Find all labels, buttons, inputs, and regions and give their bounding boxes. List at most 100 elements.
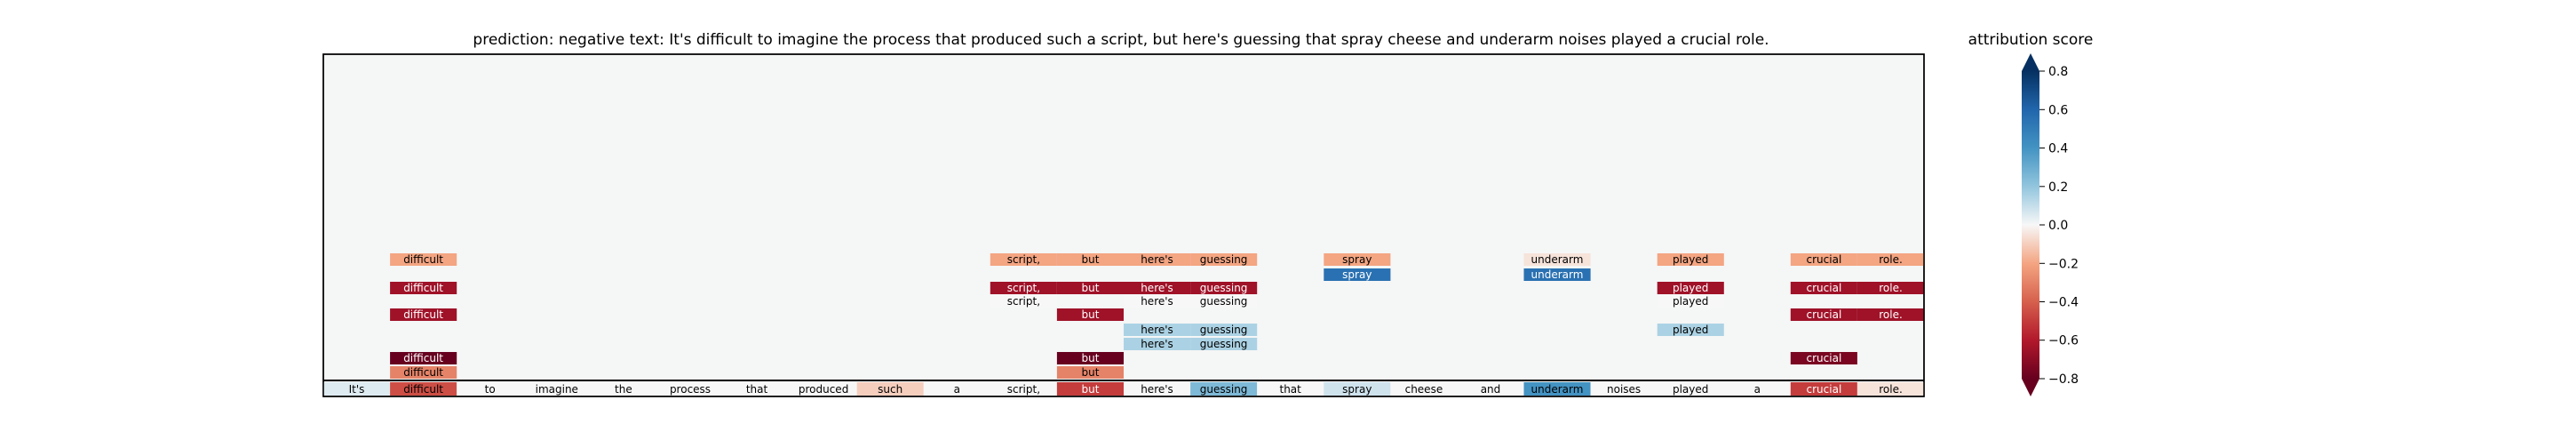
attribution-cell xyxy=(1124,324,1191,336)
attribution-cell-label: spray xyxy=(1342,268,1371,281)
token-cell xyxy=(723,382,791,396)
token-label: such xyxy=(878,383,902,396)
attribution-cell xyxy=(1523,253,1591,266)
attribution-cell-label: difficult xyxy=(403,352,443,364)
attribution-cell-label: but xyxy=(1082,352,1100,364)
token-cell xyxy=(1590,382,1658,396)
attribution-cell-label: spray xyxy=(1342,253,1371,266)
attribution-cell xyxy=(1056,366,1124,379)
attribution-cell-label: script, xyxy=(1007,295,1040,308)
attribution-cell-label: guessing xyxy=(1200,253,1248,266)
attribution-cell xyxy=(1190,253,1258,266)
attribution-cell-label: played xyxy=(1673,282,1708,294)
attribution-cell xyxy=(990,295,1057,308)
attribution-cell-label: underarm xyxy=(1531,268,1584,281)
attribution-cell-label: role. xyxy=(1879,282,1903,294)
attribution-cell xyxy=(1190,282,1258,294)
attribution-cell xyxy=(1657,282,1724,294)
colorbar-gradient xyxy=(2022,71,2039,379)
attribution-cell xyxy=(1124,338,1191,350)
attribution-cell-label: here's xyxy=(1141,253,1173,266)
attribution-cell xyxy=(390,282,457,294)
token-cell xyxy=(1657,382,1724,396)
token-cell xyxy=(656,382,724,396)
attribution-cell-label: here's xyxy=(1141,338,1173,350)
attribution-cell xyxy=(1056,253,1124,266)
attribution-cell xyxy=(1856,282,1924,294)
attribution-cell xyxy=(1190,324,1258,336)
attribution-cell-label: but xyxy=(1082,282,1100,294)
token-label: guessing xyxy=(1200,383,1248,396)
attribution-cell xyxy=(1056,308,1124,321)
colorbar: attribution score 0.8 0.6 0.4 0.2 0.0 −0.2 −0.… xyxy=(1968,31,2094,396)
token-label: cheese xyxy=(1405,383,1443,396)
attribution-cell xyxy=(1124,253,1191,266)
token-cell xyxy=(1324,382,1391,396)
attribution-cell xyxy=(1790,308,1857,321)
token-cell xyxy=(1190,382,1258,396)
colorbar-tick-label: 0.0 xyxy=(2048,219,2068,233)
attribution-cell-label: role. xyxy=(1879,308,1903,321)
attribution-cell xyxy=(1856,308,1924,321)
token-label: but xyxy=(1082,383,1100,396)
token-strip: It's difficult to imagine the process that prod… xyxy=(323,382,1924,396)
attribution-cell-label: here's xyxy=(1141,324,1173,336)
attribution-cell-label: underarm xyxy=(1531,253,1584,266)
token-label: imagine xyxy=(536,383,578,396)
attribution-cell-label: guessing xyxy=(1200,282,1248,294)
attribution-cell xyxy=(990,253,1057,266)
colorbar-tick-label: 0.2 xyxy=(2048,180,2068,195)
token-cell xyxy=(1056,382,1124,396)
attribution-cell xyxy=(390,253,457,266)
attribution-cell-label: here's xyxy=(1141,295,1173,308)
attribution-cell-label: played xyxy=(1673,295,1708,308)
attribution-cell-label: but xyxy=(1082,253,1100,266)
attribution-cell xyxy=(1124,282,1191,294)
attribution-cell xyxy=(1657,253,1724,266)
colorbar-extend-top xyxy=(2022,53,2039,71)
token-cell xyxy=(1723,382,1791,396)
token-cell xyxy=(923,382,990,396)
token-cell xyxy=(1124,382,1191,396)
token-label: that xyxy=(1280,383,1302,396)
attribution-cell xyxy=(1190,338,1258,350)
attribution-cell xyxy=(1856,253,1924,266)
attribution-cell-label: guessing xyxy=(1200,338,1248,350)
token-cell xyxy=(390,382,457,396)
attribution-cell-label: but xyxy=(1082,366,1100,379)
attribution-cell-label: difficult xyxy=(403,253,443,266)
token-label: a xyxy=(1754,383,1761,396)
token-cell xyxy=(323,382,391,396)
token-label: noises xyxy=(1607,383,1641,396)
attribution-cell xyxy=(1190,295,1258,308)
attribution-cell-label: played xyxy=(1673,253,1708,266)
attribution-cell xyxy=(990,282,1057,294)
attribution-cell-label: but xyxy=(1082,308,1100,321)
token-label: produced xyxy=(799,383,848,396)
colorbar-extend-bottom xyxy=(2022,379,2039,396)
colorbar-ticks: 0.8 0.6 0.4 0.2 0.0 −0.2 −0.4 −0.6 −0.8 xyxy=(2039,65,2079,387)
token-cell xyxy=(1523,382,1591,396)
attribution-cell-label: difficult xyxy=(403,282,443,294)
colorbar-label: attribution score xyxy=(1968,31,2094,49)
attribution-cell-label: script, xyxy=(1007,282,1040,294)
token-label: process xyxy=(670,383,711,396)
token-cell xyxy=(590,382,657,396)
attribution-cell xyxy=(1324,253,1391,266)
attribution-cell xyxy=(1790,253,1857,266)
attribution-cell-label: script, xyxy=(1007,253,1040,266)
colorbar-tick-label: 0.4 xyxy=(2048,142,2068,156)
attribution-cell-label: difficult xyxy=(403,366,443,379)
token-cell xyxy=(523,382,591,396)
token-label: script, xyxy=(1007,383,1040,396)
token-cell xyxy=(1390,382,1458,396)
chart-title: prediction: negative text: It's difficul… xyxy=(473,31,1769,49)
attribution-cell-label: role. xyxy=(1879,253,1903,266)
attribution-cell-label: guessing xyxy=(1200,324,1248,336)
colorbar-tick-label: −0.8 xyxy=(2048,372,2079,387)
colorbar-tick-label: 0.6 xyxy=(2048,103,2068,117)
attribution-cell-label: crucial xyxy=(1807,308,1842,321)
attribution-cell xyxy=(1324,268,1391,281)
token-label: a xyxy=(954,383,960,396)
